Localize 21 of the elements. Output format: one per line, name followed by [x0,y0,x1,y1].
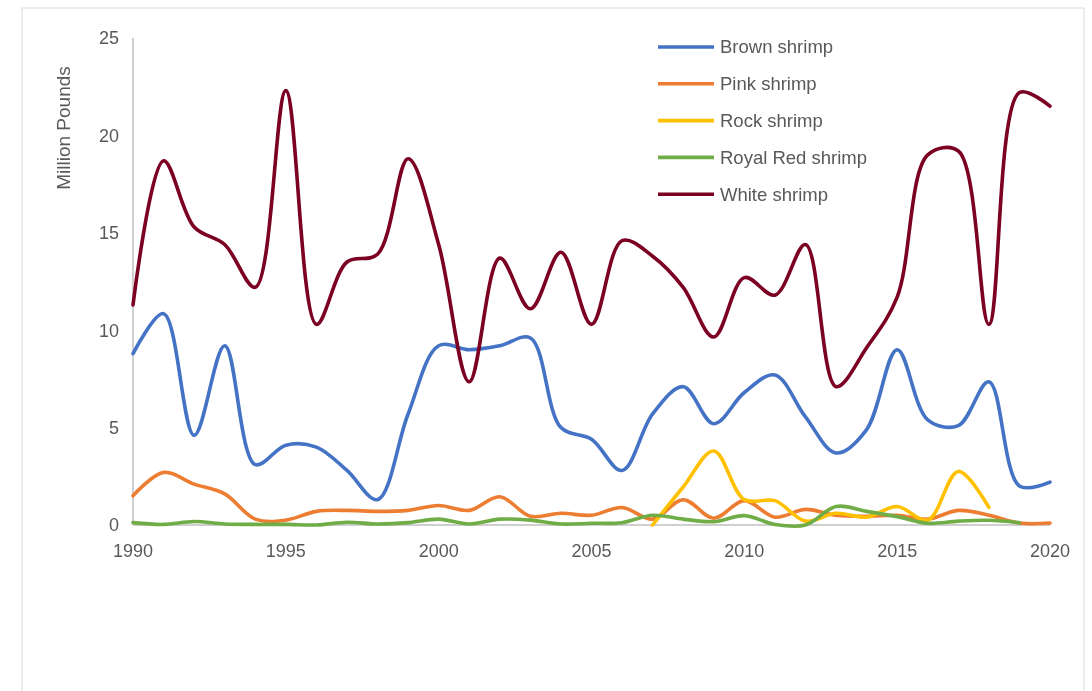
x-tick-label: 2015 [877,541,918,561]
legend-label: Brown shrimp [720,36,834,58]
y-tick-label: 5 [108,417,119,438]
legend-label: White shrimp [720,183,828,205]
legend-label: Pink shrimp [720,73,817,95]
x-tick-label: 2000 [418,541,459,561]
x-tick-label: 2010 [724,541,765,561]
y-tick-label: 15 [98,223,119,244]
y-tick-label: 10 [98,320,119,341]
y-tick-label: 0 [108,515,119,536]
line-series [650,449,991,527]
y-tick-label: 25 [98,28,119,49]
legend-label: Rock shrimp [720,110,823,132]
x-tick-label: 2020 [1029,541,1071,561]
legend-label: Royal Red shrimp [720,146,868,168]
x-tick-label: 1995 [265,541,306,561]
x-tick-label: 2005 [571,541,612,561]
x-tick-label: 1990 [112,541,154,561]
y-axis-title: Million Pounds [53,66,74,190]
y-tick-label: 20 [98,125,119,146]
line-series [131,311,1052,502]
